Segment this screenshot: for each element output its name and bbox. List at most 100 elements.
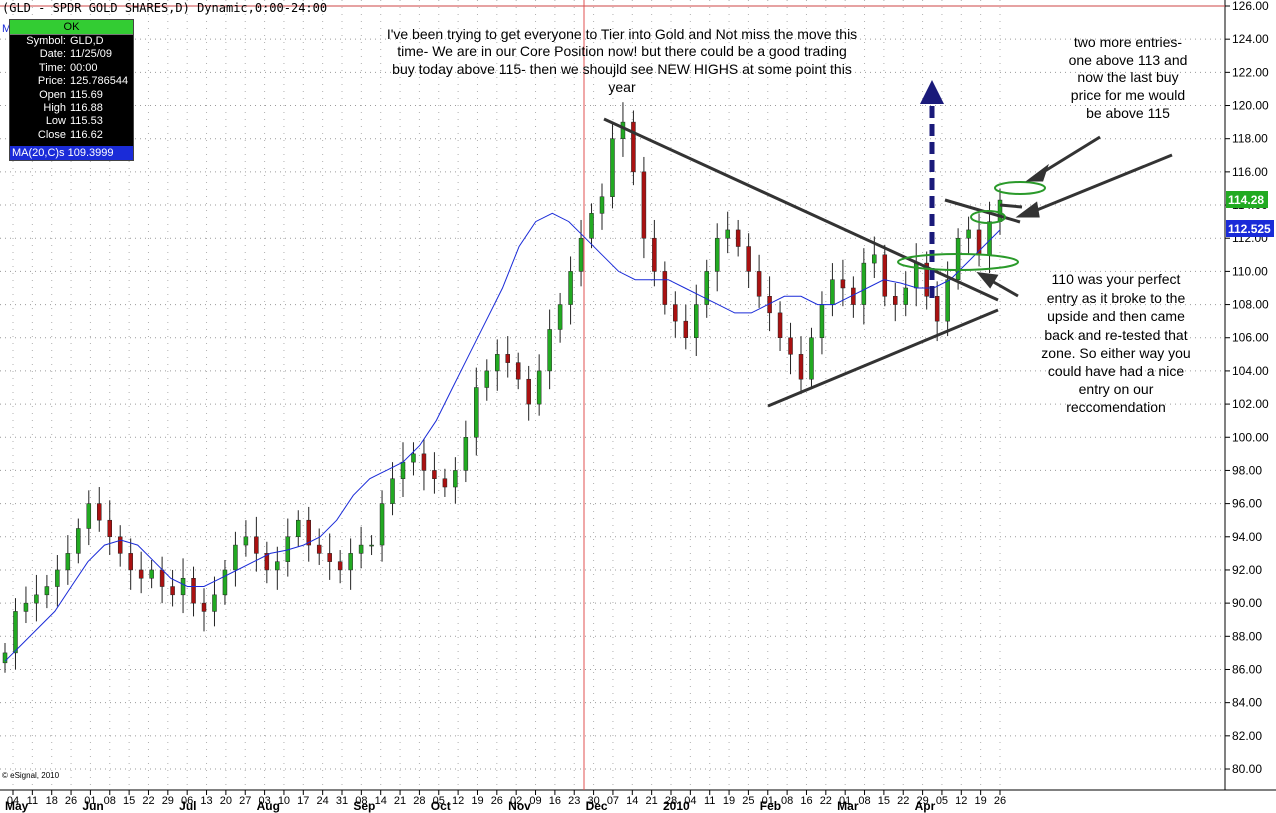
candle bbox=[840, 259, 846, 307]
x-tick-label: 08 bbox=[104, 795, 116, 807]
month-label: Aug bbox=[257, 799, 280, 813]
x-tick-label: 16 bbox=[549, 795, 561, 807]
x-tick-label: 26 bbox=[65, 795, 77, 807]
candle bbox=[453, 457, 458, 504]
month-label: Sep bbox=[353, 799, 375, 813]
x-tick-label: 06 bbox=[181, 795, 193, 807]
annotation-line: price for me would bbox=[1071, 87, 1185, 103]
candle bbox=[306, 506, 311, 562]
candle bbox=[641, 156, 647, 259]
annotation-top: I've been trying to get everyone to Tier… bbox=[387, 26, 857, 95]
candle bbox=[316, 528, 322, 565]
candle bbox=[756, 254, 762, 308]
candle bbox=[547, 309, 552, 390]
x-tick-label: 15 bbox=[878, 795, 890, 807]
candle bbox=[515, 352, 521, 390]
info-value: 115.69 bbox=[70, 88, 103, 101]
candle bbox=[505, 336, 510, 378]
x-tick-label: 03 bbox=[258, 795, 270, 807]
x-tick-label: 01 bbox=[762, 795, 774, 807]
x-tick-label: 31 bbox=[336, 795, 348, 807]
x-tick-label: 01 bbox=[84, 795, 96, 807]
candle bbox=[107, 500, 112, 556]
ma-value-tag: 112.525 bbox=[1226, 220, 1274, 237]
candle bbox=[117, 525, 123, 567]
info-value: 116.62 bbox=[70, 128, 103, 141]
info-label: High bbox=[43, 101, 66, 114]
x-tick-label: 26 bbox=[994, 795, 1006, 807]
x-tick-label: 13 bbox=[200, 795, 212, 807]
candle bbox=[704, 259, 709, 318]
candle bbox=[358, 526, 364, 569]
info-value: 125.786544 bbox=[70, 75, 129, 88]
x-tick-label: 30 bbox=[587, 795, 599, 807]
month-label: Jun bbox=[82, 799, 103, 813]
y-tick-label: 98.00 bbox=[1232, 463, 1262, 477]
status-ok-bar[interactable]: OK bbox=[10, 20, 133, 35]
candle bbox=[673, 291, 678, 338]
info-row: Open 115.69 bbox=[10, 89, 133, 102]
info-row: Close 116.62 bbox=[10, 129, 133, 142]
candle bbox=[652, 219, 657, 287]
x-tick-label: 16 bbox=[800, 795, 812, 807]
info-row: Date: 11/25/09 bbox=[10, 48, 133, 61]
x-tick-label: 18 bbox=[46, 795, 58, 807]
candle bbox=[243, 520, 249, 557]
x-tick-label: 12 bbox=[955, 795, 967, 807]
y-tick-label: 116.00 bbox=[1232, 165, 1268, 179]
x-tick-label: 27 bbox=[239, 795, 251, 807]
y-tick-label: 96.00 bbox=[1232, 497, 1262, 511]
y-tick-label: 120.00 bbox=[1232, 99, 1269, 113]
y-tick-label: 94.00 bbox=[1232, 530, 1262, 544]
channel-lower-line bbox=[999, 203, 1023, 209]
candle bbox=[138, 551, 144, 594]
info-label: Low bbox=[45, 115, 66, 128]
candle bbox=[65, 535, 71, 585]
entry-zone-ellipse-115 bbox=[994, 181, 1046, 195]
candle bbox=[222, 560, 228, 605]
candle bbox=[610, 122, 615, 209]
info-label: Price: bbox=[37, 75, 66, 88]
candle bbox=[13, 598, 18, 670]
x-tick-label: 21 bbox=[646, 795, 658, 807]
annotation-line: entry as it broke to the bbox=[1047, 290, 1186, 306]
x-tick-label: 25 bbox=[742, 795, 754, 807]
candle bbox=[149, 560, 154, 589]
month-label: Jul bbox=[179, 799, 196, 813]
month-label: Apr bbox=[915, 799, 936, 813]
candle bbox=[348, 538, 353, 590]
info-label: Open bbox=[39, 88, 66, 101]
info-row: High 116.88 bbox=[10, 102, 133, 115]
info-label: Symbol: bbox=[26, 35, 66, 47]
candle bbox=[337, 550, 343, 584]
annotation-line: one above 113 and bbox=[1069, 52, 1188, 68]
x-tick-label: 22 bbox=[142, 795, 154, 807]
candle bbox=[955, 228, 961, 290]
candle bbox=[568, 256, 573, 325]
info-row: Price: 125.786544 bbox=[10, 75, 133, 88]
x-tick-label: 23 bbox=[568, 795, 580, 807]
x-tick-label: 19 bbox=[471, 795, 483, 807]
entry-zone-ellipse-113 bbox=[970, 210, 1006, 224]
info-label: Time: bbox=[38, 61, 66, 74]
annotation-right-top: two more entries- one above 113 and now … bbox=[1069, 34, 1188, 121]
y-tick-label: 108.00 bbox=[1232, 298, 1269, 312]
x-tick-label: 14 bbox=[375, 795, 387, 807]
x-tick-label: 22 bbox=[820, 795, 832, 807]
ma-readout: MA(20,C)s 109.3999 bbox=[10, 146, 133, 160]
info-row: Symbol: GLD,D bbox=[10, 35, 133, 48]
candle bbox=[44, 574, 50, 609]
x-tick-label: 10 bbox=[278, 795, 290, 807]
candle bbox=[788, 322, 793, 375]
annotation-line: I've been trying to get everyone to Tier… bbox=[387, 26, 857, 42]
candle bbox=[264, 541, 270, 584]
x-tick-label: 11 bbox=[704, 795, 715, 807]
annotation-line: 110 was your perfect bbox=[1052, 271, 1181, 287]
info-value: 11/25/09 bbox=[70, 48, 113, 61]
candle bbox=[599, 183, 605, 230]
candle bbox=[945, 261, 950, 337]
month-label: Nov bbox=[508, 799, 531, 813]
candle bbox=[170, 569, 175, 607]
x-tick-label: 08 bbox=[858, 795, 870, 807]
data-window[interactable]: OK Symbol: GLD,D Date: 11/25/09 Time: 00:00 Pr… bbox=[9, 19, 134, 161]
